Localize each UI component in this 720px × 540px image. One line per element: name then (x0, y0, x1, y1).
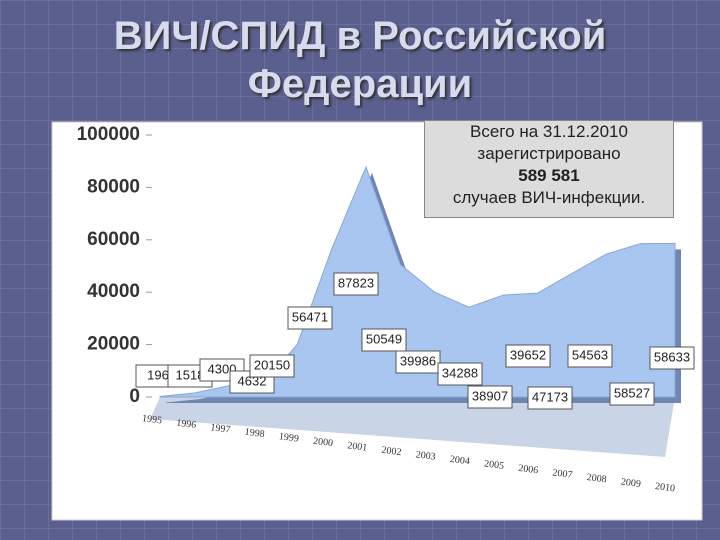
x-tick-label: 2006 (518, 463, 539, 476)
annotation-line: Всего на 31.12.2010 (470, 122, 628, 141)
x-tick-label: 2002 (381, 445, 402, 458)
annotation-line: 589 581 (518, 166, 580, 185)
value-label-box (249, 354, 295, 378)
floor (150, 397, 675, 457)
x-tick-label: 1998 (244, 427, 265, 440)
slide-title: ВИЧ/СПИД в Российской Федерации (113, 14, 607, 106)
y-tick-label: 20000 (87, 334, 140, 355)
value-label: 4300 (208, 361, 237, 376)
value-label: 58527 (614, 385, 650, 400)
annotation-line: зарегистрировано (477, 144, 621, 163)
x-tick-label: 2001 (347, 440, 368, 453)
value-label-box (609, 382, 655, 406)
x-tick-label: 2009 (620, 477, 641, 490)
value-label: 50549 (366, 331, 402, 346)
value-label: 38907 (472, 388, 508, 403)
value-label-box (567, 344, 613, 368)
value-label: 1518 (176, 367, 205, 382)
value-label: 54563 (572, 347, 608, 362)
value-label: 20150 (254, 357, 290, 372)
value-label-box (333, 272, 379, 296)
value-label-box (361, 328, 407, 352)
y-tick-label: 100000 (77, 124, 140, 145)
value-label: 39986 (400, 353, 436, 368)
x-tick-label: 2000 (312, 436, 333, 449)
y-tick-label: 60000 (87, 229, 140, 250)
value-label: 87823 (338, 275, 374, 290)
x-tick-label: 2005 (483, 458, 504, 471)
x-tick-label: 2003 (415, 449, 436, 462)
y-tick-label: 40000 (87, 281, 140, 302)
area (159, 165, 676, 398)
x-tick-label: 2004 (449, 454, 470, 467)
value-label: 34288 (442, 365, 478, 380)
value-label-box (467, 385, 513, 409)
annotation-box: Всего на 31.12.2010 зарегистрировано 589… (424, 120, 674, 218)
value-label: 196 (147, 367, 169, 382)
y-tick-label: 0 (129, 386, 140, 407)
value-label-box (505, 344, 551, 368)
value-label: 58633 (654, 349, 690, 364)
x-tick-label: 1996 (176, 418, 197, 431)
x-tick-label: 1997 (210, 422, 231, 435)
value-label: 47173 (532, 389, 568, 404)
value-label-box (395, 350, 441, 374)
value-label-box (649, 346, 695, 370)
value-label: 39652 (510, 347, 546, 362)
value-label-box (437, 362, 483, 386)
x-tick-label: 2010 (654, 481, 675, 494)
x-tick-label: 1999 (278, 431, 299, 444)
value-label-box (527, 386, 573, 410)
value-label-box (287, 306, 333, 330)
y-tick-label: 80000 (87, 176, 140, 197)
x-tick-label: 1995 (141, 413, 162, 426)
x-tick-label: 2007 (552, 468, 573, 481)
value-label: 56471 (292, 309, 328, 324)
annotation-line: случаев ВИЧ-инфекции. (452, 188, 646, 207)
x-tick-label: 2008 (586, 472, 607, 485)
